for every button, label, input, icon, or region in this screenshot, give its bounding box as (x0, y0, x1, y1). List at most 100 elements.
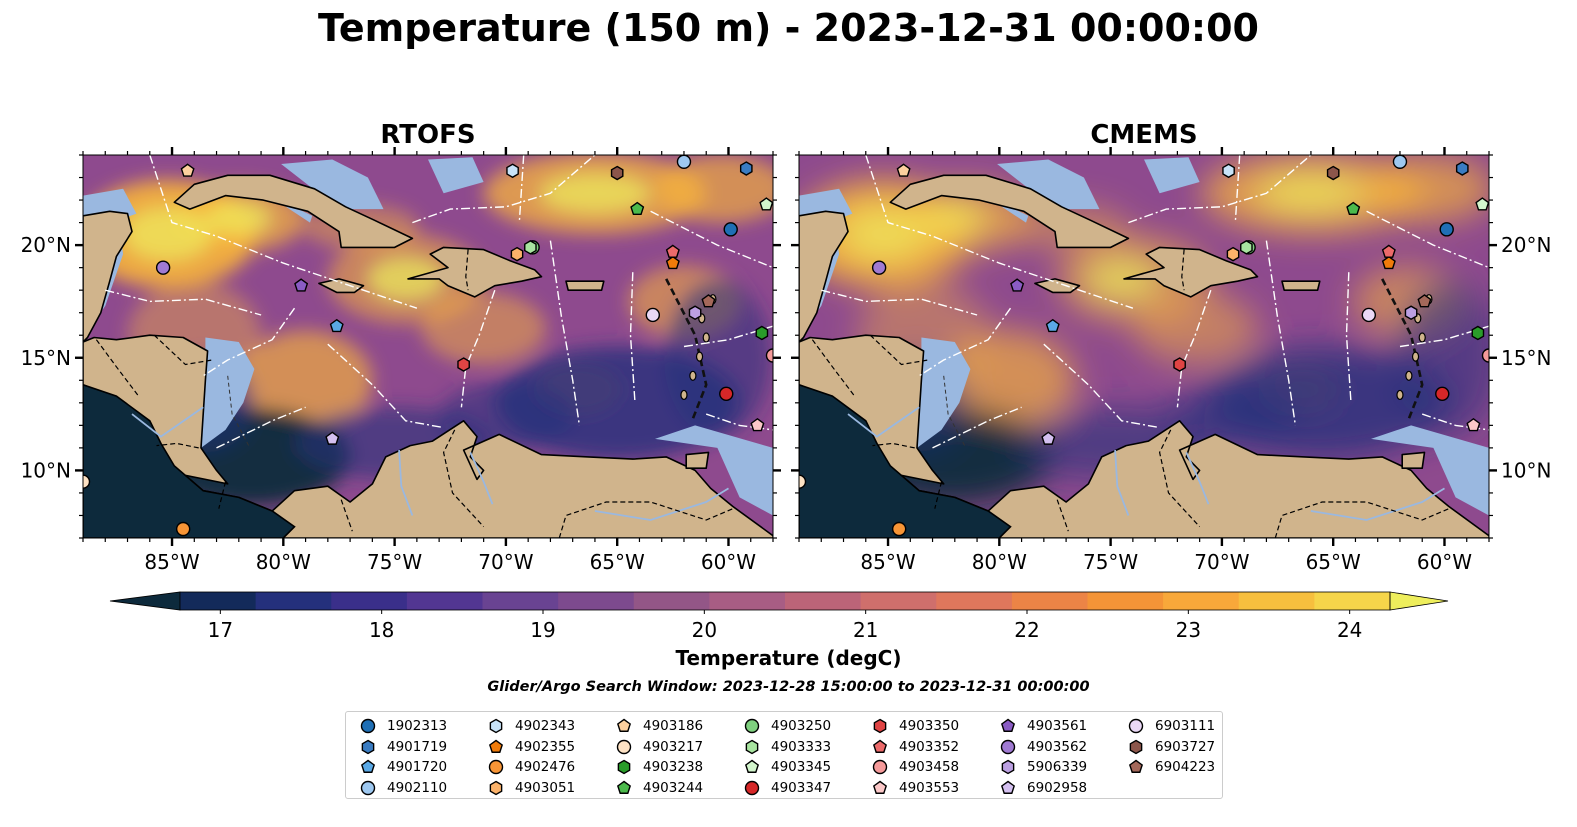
legend-item: 4903345 (742, 757, 831, 778)
float-marker-4901720 (1045, 318, 1060, 333)
float-marker-4903347 (719, 386, 734, 402)
lat-tick-label: 10°N (21, 458, 71, 482)
isobath-line (943, 375, 967, 449)
float-marker-4903562 (155, 260, 171, 275)
float-marker-4903553 (750, 417, 765, 432)
circle-marker-icon (616, 739, 632, 754)
pentagon-marker-icon (1000, 718, 1016, 733)
country-border (1056, 499, 1069, 532)
eez-boundary (1234, 155, 1241, 223)
float-marker-4903333 (1240, 240, 1253, 255)
float-marker-4902355 (665, 255, 680, 270)
lon-tick-label: 75°W (367, 550, 422, 574)
hot-core (539, 173, 651, 214)
float-marker-4903350 (457, 357, 470, 372)
shelf-area (917, 337, 971, 448)
legend-item: 4902355 (486, 737, 575, 758)
eez-boundary (1043, 343, 1160, 429)
float-marker-6902958 (1041, 431, 1056, 445)
eez-boundary (1128, 155, 1312, 224)
legend-item: 1902313 (358, 716, 447, 737)
lat-tick-label: 15°N (1501, 346, 1551, 370)
legend-item: 4903217 (614, 737, 703, 758)
shelf-area (249, 186, 313, 223)
legend-item: 6903727 (1126, 737, 1215, 758)
legend-label: 4902355 (515, 738, 576, 755)
legend-marker-6904223 (1128, 759, 1144, 774)
shelf-area (1371, 425, 1489, 516)
legend-marker-4902110 (360, 780, 376, 795)
lesser-antilles-island (702, 332, 710, 343)
float-marker-4902476 (175, 521, 191, 537)
eez-boundary (105, 289, 262, 316)
legend-label: 4903562 (1027, 738, 1088, 755)
legend-item: 4903051 (486, 778, 575, 799)
colorbar-segment (331, 592, 408, 610)
legend-label: 4903250 (771, 718, 832, 735)
float-marker-6904223 (1417, 294, 1432, 308)
colorbar-tick-label: 21 (853, 618, 878, 642)
eez-boundary (202, 307, 296, 377)
legend-label: 4903051 (515, 779, 576, 796)
legend-item: 4903458 (870, 757, 959, 778)
colorbar-segment (633, 592, 710, 610)
colorbar-tick-label: 24 (1337, 618, 1362, 642)
float-marker-4903352 (1381, 244, 1396, 258)
legend-item: 4901719 (358, 737, 447, 758)
land-hispaniola (407, 246, 543, 298)
country-border (934, 481, 943, 509)
lat-tick-label: 10°N (1501, 458, 1551, 482)
legend-marker-4903238 (617, 759, 631, 775)
float-marker-4903238 (755, 325, 769, 341)
legend-item: 4903238 (614, 757, 703, 778)
map-frame (82, 154, 774, 539)
shelf-area (201, 337, 255, 448)
legend-label: 6904223 (1155, 759, 1216, 776)
float-marker-4903458 (1481, 348, 1489, 363)
float-marker-4901720 (329, 318, 344, 333)
lesser-antilles-island (1411, 351, 1420, 362)
eez-boundary (650, 210, 773, 269)
country-border (1181, 249, 1185, 291)
lon-tick-label: 65°W (1306, 550, 1361, 574)
colorbar-segment (406, 592, 483, 610)
legend-marker-4903051 (489, 780, 503, 796)
float-marker-4903238 (1471, 325, 1485, 341)
float-marker-4901719 (739, 161, 753, 176)
country-border (153, 334, 213, 366)
country-border (340, 499, 353, 532)
eez-boundary (1265, 240, 1297, 426)
float-marker-4903347 (1435, 386, 1450, 402)
panel-title-rtofs: RTOFS (380, 120, 476, 150)
lon-tick-label: 80°W (972, 550, 1027, 574)
float-marker-4903561 (294, 278, 309, 292)
land-cuba (173, 174, 414, 249)
legend-item: 4903186 (614, 716, 703, 737)
legend-marker-4903562 (1000, 739, 1016, 754)
float-marker-6903727 (1326, 165, 1340, 181)
float-marker-4903553 (1466, 417, 1481, 432)
lesser-antilles-island (1396, 389, 1404, 401)
colorbar-segment (180, 592, 257, 610)
hexagon-marker-icon (745, 739, 759, 755)
legend-label: 6903727 (1155, 738, 1216, 755)
colorbar-segment (709, 592, 786, 610)
float-marker-4903345 (759, 197, 773, 211)
legend-marker-4902355 (488, 739, 504, 753)
legend-label: 4902343 (515, 718, 576, 735)
float-marker-1902313 (1439, 222, 1454, 237)
legend-label: 5906339 (1027, 759, 1088, 776)
legend-item: 6902958 (998, 778, 1087, 799)
legend-item: 4903561 (998, 716, 1087, 737)
colorbar-segment (936, 592, 1013, 610)
float-marker-4903186 (896, 163, 911, 177)
lon-tick-label: 80°W (256, 550, 311, 574)
legend-label: 6903111 (1155, 718, 1216, 735)
land-trinidad (685, 451, 710, 469)
float-marker-4903345 (1475, 197, 1489, 211)
lat-tick-label: 15°N (21, 346, 71, 370)
colorbar-extend-max (1389, 591, 1449, 611)
country-border (872, 442, 915, 449)
lesser-antilles-island (689, 370, 697, 381)
circle-marker-icon (1128, 719, 1144, 734)
